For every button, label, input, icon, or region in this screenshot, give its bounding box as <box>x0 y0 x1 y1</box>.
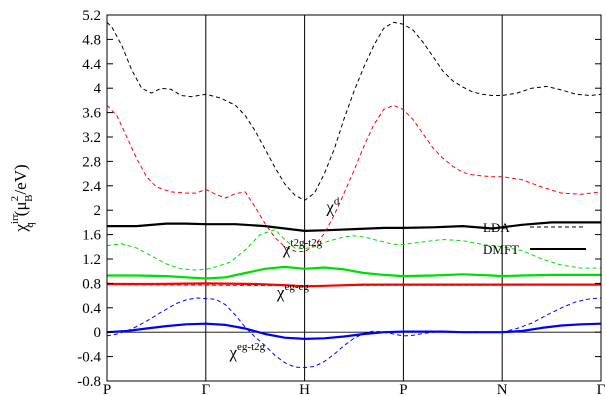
ytick-label: 0.4 <box>82 301 101 317</box>
annotation-sup: t2g-t2g <box>290 237 322 249</box>
series-t2g-green-dmft <box>107 265 601 280</box>
legend-label: LDA <box>483 220 510 235</box>
y-axis-title: χirrq (μ2 B/eV) <box>9 164 36 232</box>
ytick-label: 2 <box>94 203 102 219</box>
ytick-label: 5.2 <box>82 8 101 24</box>
series-eg-dmft <box>107 282 601 288</box>
ylabel-rest-sup: 2 <box>9 196 21 202</box>
annotation-sup: eg-t2g <box>237 341 266 353</box>
xtick-label: P <box>399 382 407 396</box>
xtick-label: N <box>497 382 508 396</box>
ylabel-sup: irr <box>9 213 21 224</box>
series-d-dmft <box>107 221 601 232</box>
ytick-label: 4.8 <box>82 32 101 48</box>
ytick-label: 0.8 <box>82 276 101 292</box>
ytick-label: 2.8 <box>82 154 101 170</box>
ytick-label: 3.2 <box>82 130 101 146</box>
xtick-label: Γ <box>201 382 210 396</box>
series-egt2g-lda <box>106 297 602 369</box>
ylabel-rest1: (μ <box>11 201 30 216</box>
annotation-base: χ <box>325 198 334 217</box>
series-egt2g-dmft <box>106 322 602 340</box>
ytick-label: -0.8 <box>77 374 101 390</box>
ytick-label: 0 <box>94 325 102 341</box>
tick-layer: -0.8 -0.4 0 0.4 0.8 1.2 1.6 2 2.4 2.8 3.2 3.6 4 4.4 4.… <box>77 8 605 396</box>
annotation-sup: eg-eg <box>284 281 309 293</box>
annotation-base: χ <box>229 343 238 362</box>
legend: LDA DMFT <box>483 220 586 257</box>
xtick-label: H <box>299 382 310 396</box>
xtick-label: Γ <box>597 382 606 396</box>
series-t2g-lda <box>106 104 602 253</box>
annotation-chi-egt2g: χeg-t2g <box>229 341 266 362</box>
legend-label: DMFT <box>483 242 519 257</box>
ylabel-main: χ <box>11 224 30 233</box>
series-d-lda <box>106 21 602 201</box>
xtick-label: P <box>103 382 111 396</box>
ytick-label: 1.6 <box>82 228 101 244</box>
ylabel-rest-sub: B <box>23 195 35 202</box>
ytick-label: -0.4 <box>77 350 101 366</box>
series-t2g-green-lda <box>106 229 601 271</box>
ylabel-sub: q <box>24 222 36 228</box>
annotation-chi-eg: χeg-eg <box>276 281 309 302</box>
ytick-label: 4.4 <box>82 57 101 73</box>
plot-frame <box>106 14 602 382</box>
kpoint-lines <box>107 15 601 381</box>
ytick-label: 3.6 <box>82 106 101 122</box>
ytick-label: 1.2 <box>82 252 101 268</box>
annotation-sup: d <box>334 196 340 208</box>
ylabel-rest2: /eV) <box>11 164 30 194</box>
series-layer <box>106 21 602 369</box>
ytick-label: 2.4 <box>82 179 101 195</box>
annotation-chi-t2g: χt2g-t2g <box>282 237 323 258</box>
annotation-chi-d: χd <box>325 196 340 217</box>
annotation-base: χ <box>276 283 285 302</box>
ytick-label: 4 <box>94 81 102 97</box>
y-axis-label: χirrq (μ2 B/eV) <box>9 164 36 232</box>
annotation-base: χ <box>282 239 291 258</box>
